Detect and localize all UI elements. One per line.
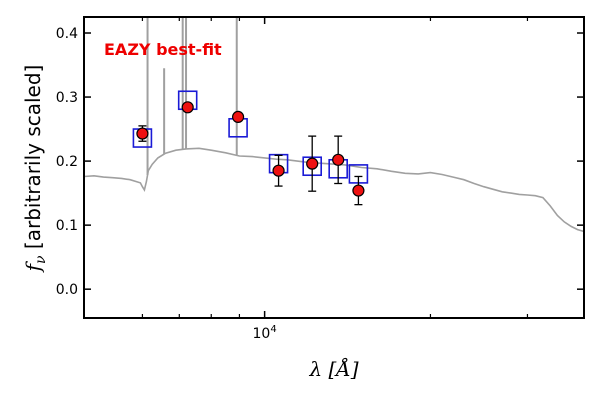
y-axis-description: [arbitrarily scaled]: [21, 65, 45, 256]
x-tick-label-base: 10: [253, 326, 271, 342]
annotation-label: EAZY best-fit: [104, 40, 222, 59]
y-axis-subscript: ν: [33, 255, 49, 264]
y-tick-label: 0.4: [56, 26, 78, 42]
x-axis-unit: [Å]: [322, 356, 359, 381]
observed-photometry-point: [231, 110, 245, 124]
y-tick-label: 0.2: [56, 154, 78, 170]
observed-photometry-point: [272, 164, 285, 177]
plot-frame: [83, 16, 585, 319]
y-tick-label: 0.3: [56, 90, 78, 106]
observed-photometry-point: [181, 101, 194, 114]
observed-photometry-point: [332, 153, 345, 166]
observed-photometry-point: [306, 157, 319, 170]
x-axis-symbol: λ: [308, 357, 322, 381]
observed-photometry-point: [352, 184, 365, 197]
y-tick-label: 0.1: [56, 218, 78, 234]
x-axis-label: λ [Å]: [308, 356, 358, 381]
y-axis-label: fν [arbitrarily scaled]: [21, 65, 49, 274]
x-tick-label-exponent: 4: [270, 324, 276, 335]
x-tick-label: 104: [253, 324, 277, 342]
y-tick-label: 0.0: [56, 282, 78, 298]
observed-photometry-point: [136, 127, 149, 140]
